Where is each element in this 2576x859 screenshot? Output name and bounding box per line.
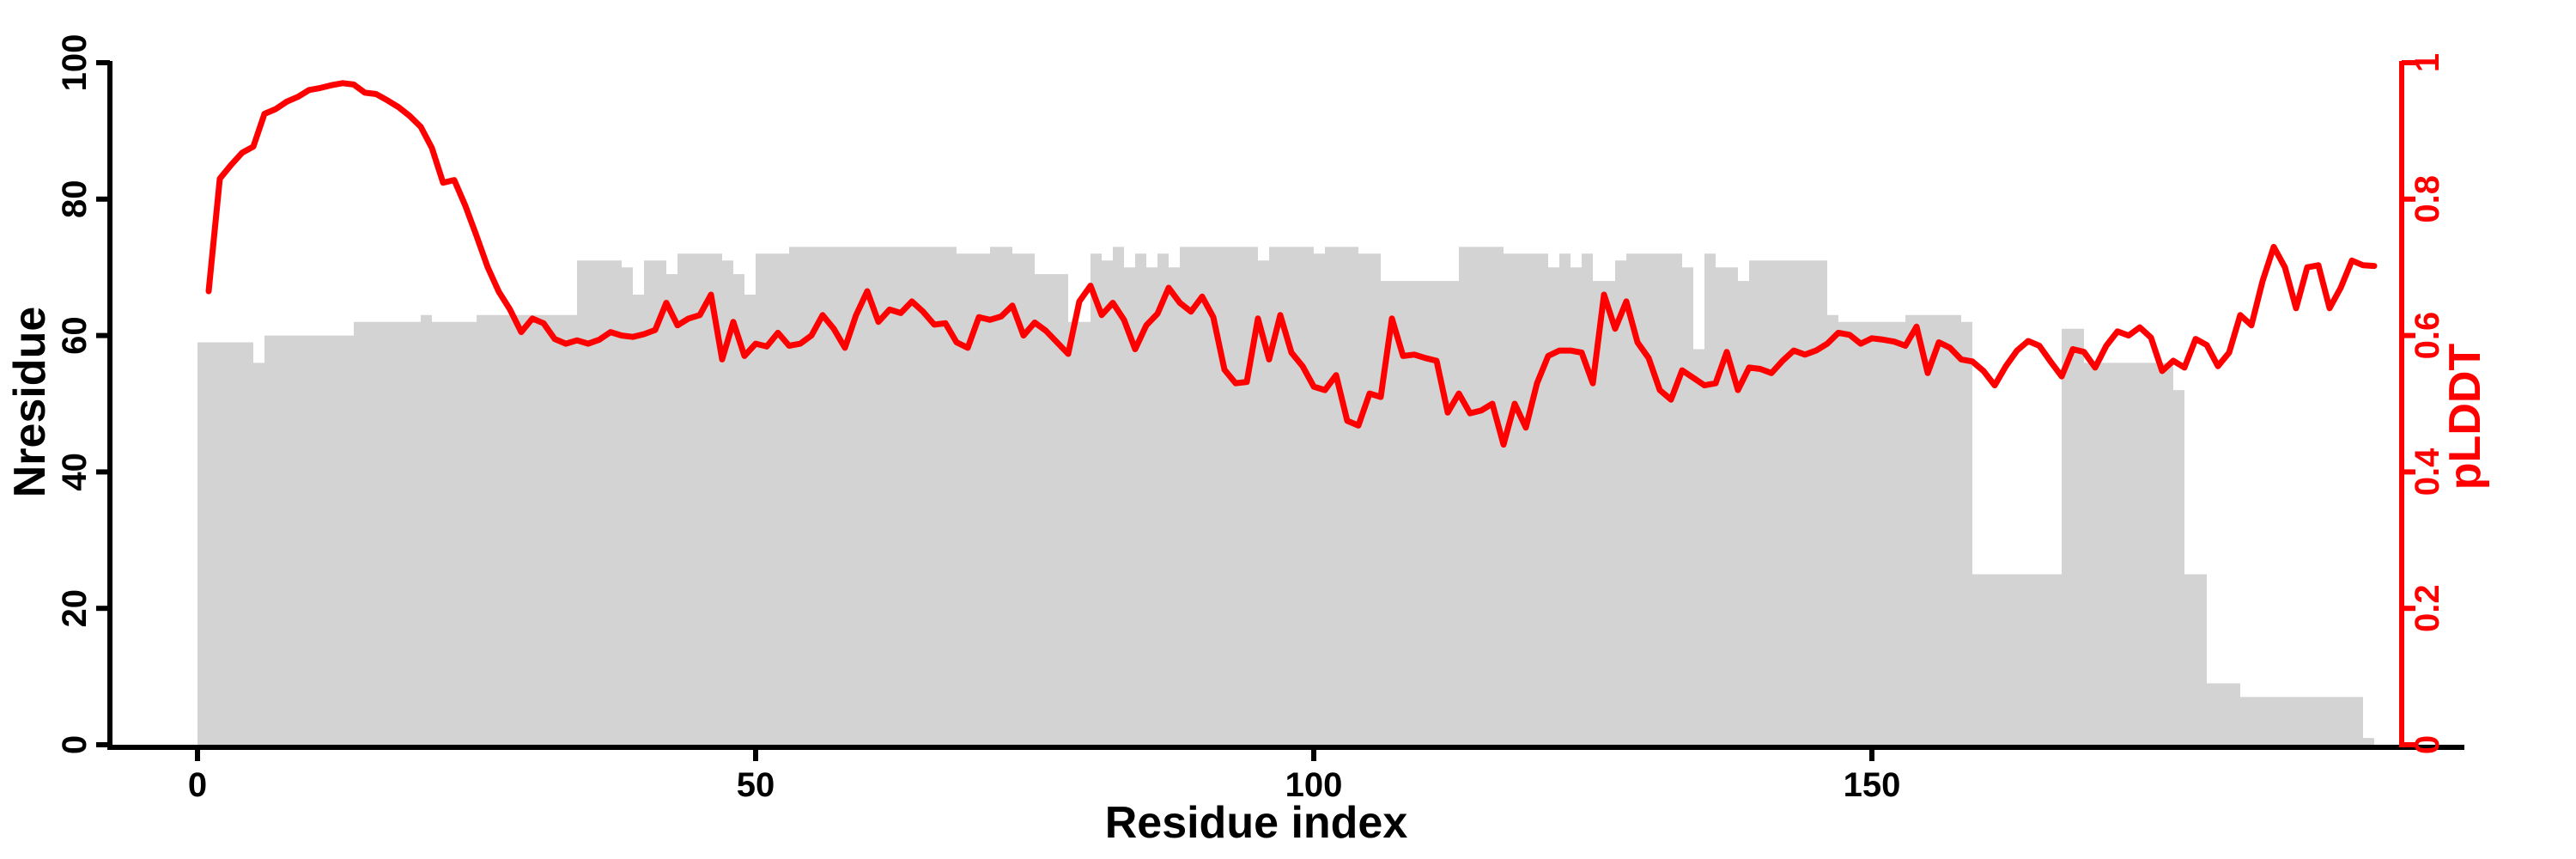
x-tick-label: 150 — [1844, 766, 1901, 804]
y-right-tick-label: 0.2 — [2409, 584, 2446, 632]
y-left-tick-label: 40 — [56, 453, 94, 491]
y-right-tick-label: 0.4 — [2409, 448, 2446, 496]
y-left-tick-label: 0 — [56, 735, 94, 754]
x-tick-label: 100 — [1285, 766, 1343, 804]
plddt-line — [205, 80, 2378, 448]
y-right-tick-label: 0 — [2409, 735, 2446, 754]
nresidue-bars-layer — [197, 247, 2374, 745]
x-tick-label: 0 — [188, 766, 207, 804]
x-axis-title: Residue index — [1105, 798, 1408, 848]
y-axis-left-title: Nresidue — [5, 307, 55, 498]
y-right-tick-label: 0.6 — [2409, 312, 2446, 360]
x-tick-label: 50 — [737, 766, 775, 804]
y-axis-right-title: pLDDT — [2440, 344, 2490, 490]
plddt-line-layer — [205, 80, 2378, 448]
axes-layer: 0 50 100 150 0 20 40 60 80 100 0 0.2 0.4 0.6 0.8 1 — [56, 34, 2464, 804]
y-left-tick-label: 80 — [56, 180, 94, 219]
nresidue-bars — [197, 247, 2374, 745]
y-right-tick-label: 0.8 — [2409, 175, 2446, 223]
y-right-tick-label: 1 — [2409, 53, 2446, 72]
y-left-tick-label: 20 — [56, 589, 94, 628]
y-left-tick-label: 100 — [56, 34, 94, 92]
y-left-tick-label: 60 — [56, 316, 94, 355]
